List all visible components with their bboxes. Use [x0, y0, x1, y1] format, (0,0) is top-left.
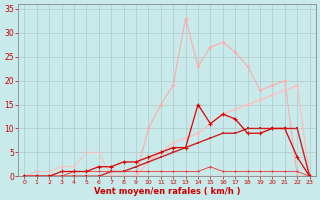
X-axis label: Vent moyen/en rafales ( km/h ): Vent moyen/en rafales ( km/h )	[94, 187, 240, 196]
